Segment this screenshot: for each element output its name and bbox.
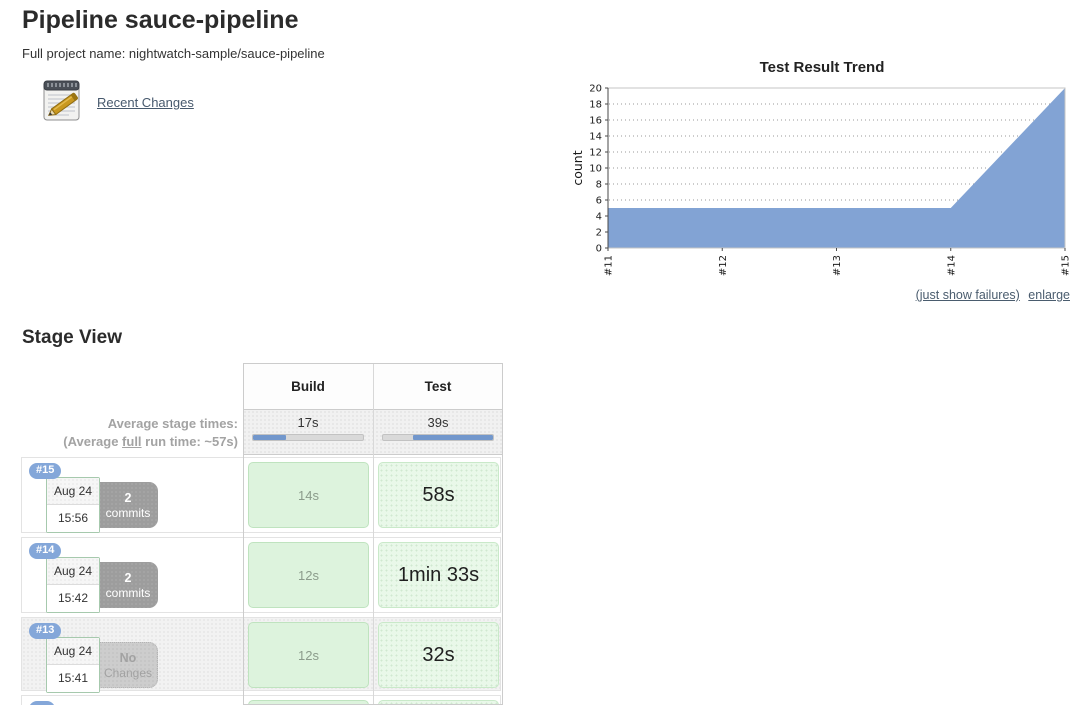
stage-column-test: Test	[424, 378, 452, 394]
chart-title: Test Result Trend	[759, 59, 885, 76]
average-stage-times-row: 17s 39s	[243, 410, 503, 455]
build-number-badge[interactable]: #15	[29, 463, 62, 479]
pipeline-run-row: #14 Aug 24 15:42 2 commits 12s 1min 33s	[21, 537, 501, 613]
svg-text:count: count	[572, 150, 585, 185]
run-time: 15:41	[47, 665, 99, 692]
svg-text:8: 8	[596, 180, 602, 191]
recent-changes[interactable]: Recent Changes	[38, 76, 194, 129]
svg-text:2: 2	[596, 228, 602, 239]
svg-text:4: 4	[596, 212, 602, 223]
average-time-build: 17s	[297, 415, 319, 430]
average-label-line2: (Average full run time: ~57s)	[63, 434, 238, 449]
stage-duration-cell-test[interactable]	[378, 700, 499, 705]
test-result-trend-chart: Test Result Trend 0 2 4 6 8 10 12 14 16 18 20 #11 #1…	[570, 57, 1072, 302]
svg-text:#12: #12	[718, 255, 729, 276]
build-number-badge[interactable]: #13	[29, 623, 62, 639]
recent-changes-link[interactable]: Recent Changes	[97, 95, 194, 110]
average-time-test: 39s	[427, 415, 449, 430]
stage-duration-cell-test[interactable]: 1min 33s	[378, 542, 499, 608]
page-title: Pipeline sauce-pipeline	[22, 6, 299, 34]
svg-text:16: 16	[589, 116, 602, 127]
pipeline-run-row: #15 Aug 24 15:56 2 commits 14s 58s	[21, 457, 501, 533]
svg-text:10: 10	[589, 164, 602, 175]
chart-links: (just show failures) enlarge	[572, 288, 1072, 302]
average-cell-test: 39s	[373, 410, 503, 454]
run-time: 15:42	[47, 585, 99, 612]
svg-text:#11: #11	[604, 255, 615, 276]
stage-progress-bar	[252, 434, 364, 441]
run-time: 15:56	[47, 505, 99, 532]
svg-text:#15: #15	[1061, 255, 1072, 276]
svg-text:6: 6	[596, 196, 602, 207]
average-cell-build: 17s	[243, 410, 373, 454]
run-date: Aug 24	[47, 478, 99, 505]
stage-duration-cell-build[interactable]: 12s	[248, 622, 369, 688]
stage-duration-cell-build[interactable]: 14s	[248, 462, 369, 528]
svg-text:0: 0	[596, 244, 602, 255]
svg-text:20: 20	[589, 84, 602, 95]
notepad-pencil-icon[interactable]	[38, 76, 88, 129]
trend-area-chart: 0 2 4 6 8 10 12 14 16 18 20 #11 #12 #13 #14 #15 count	[570, 84, 1072, 277]
stage-view-table: Build Test 17s 39s Average stage times: …	[21, 363, 503, 705]
average-label-line1: Average stage times:	[107, 416, 238, 431]
svg-text:#13: #13	[832, 255, 843, 276]
stage-duration-cell-test[interactable]: 58s	[378, 462, 499, 528]
changes-badge[interactable]: 2 commits	[98, 562, 158, 608]
svg-text:18: 18	[589, 100, 602, 111]
page-header: Pipeline sauce-pipeline Full project nam…	[22, 4, 325, 61]
run-datetime[interactable]: Aug 24 15:41	[46, 637, 100, 693]
svg-text:#14: #14	[946, 255, 957, 276]
changes-badge[interactable]: 2 commits	[98, 482, 158, 528]
svg-text:14: 14	[589, 132, 602, 143]
run-datetime[interactable]: Aug 24 15:42	[46, 557, 100, 613]
stage-view-heading: Stage View	[22, 327, 122, 348]
svg-text:12: 12	[589, 148, 602, 159]
no-changes-badge: No Changes	[98, 642, 158, 688]
stage-column-build: Build	[291, 378, 325, 394]
average-stage-times-label: Average stage times: (Average full run t…	[21, 410, 238, 455]
stage-duration-cell-build[interactable]	[248, 700, 369, 705]
enlarge-link[interactable]: enlarge	[1028, 288, 1070, 302]
stage-header-row: Build Test	[243, 363, 503, 410]
run-date: Aug 24	[47, 558, 99, 585]
pipeline-run-row	[21, 695, 501, 705]
stage-duration-cell-build[interactable]: 12s	[248, 542, 369, 608]
pipeline-run-row: #13 Aug 24 15:41 No Changes 12s 32s	[21, 617, 501, 693]
stage-duration-cell-test[interactable]: 32s	[378, 622, 499, 688]
full-project-name: Full project name: nightwatch-sample/sau…	[22, 46, 325, 61]
run-datetime[interactable]: Aug 24 15:56	[46, 477, 100, 533]
just-show-failures-link[interactable]: (just show failures)	[915, 288, 1020, 302]
build-number-badge[interactable]: #14	[29, 543, 62, 559]
run-date: Aug 24	[47, 638, 99, 665]
stage-progress-bar	[382, 434, 494, 441]
build-number-badge[interactable]	[29, 701, 55, 705]
